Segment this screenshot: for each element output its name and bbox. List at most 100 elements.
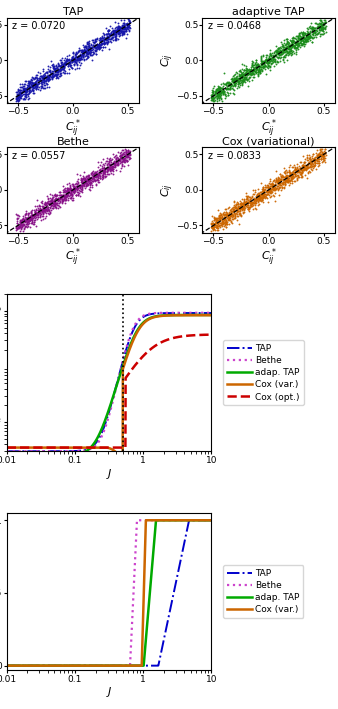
Point: [15, 90, 20, 101]
Point: [275, 46, 281, 57]
Point: [44, 74, 49, 85]
Point: [293, 38, 299, 49]
Point: [265, 184, 271, 195]
Point: [55, 64, 60, 75]
Point: [123, 145, 128, 156]
Point: [311, 22, 316, 33]
Point: [62, 60, 67, 72]
Point: [76, 180, 81, 191]
Point: [30, 73, 36, 84]
Point: [63, 186, 69, 197]
Point: [219, 218, 225, 230]
Point: [227, 87, 232, 99]
Point: [73, 189, 79, 201]
Point: [83, 41, 88, 52]
Point: [72, 185, 78, 196]
Point: [243, 194, 249, 205]
Point: [210, 218, 216, 229]
Point: [99, 171, 105, 182]
Point: [238, 205, 243, 216]
Point: [272, 196, 277, 207]
Point: [235, 199, 241, 210]
Point: [51, 200, 56, 211]
Point: [296, 37, 302, 48]
Point: [80, 47, 86, 58]
Point: [217, 91, 222, 102]
Point: [265, 59, 271, 70]
Point: [211, 89, 217, 101]
Point: [212, 219, 217, 230]
Point: [262, 57, 267, 68]
Point: [274, 172, 279, 184]
Point: [247, 75, 252, 86]
Point: [74, 53, 79, 65]
Point: [228, 81, 234, 92]
Point: [100, 35, 105, 46]
Point: [23, 84, 28, 95]
Point: [261, 188, 266, 199]
Point: [48, 195, 54, 206]
Point: [317, 25, 323, 36]
Point: [300, 160, 306, 171]
Point: [285, 176, 290, 187]
Point: [23, 85, 28, 96]
Point: [317, 147, 323, 158]
Point: [88, 39, 94, 50]
Point: [22, 88, 27, 99]
Point: [236, 69, 242, 81]
Point: [295, 171, 300, 182]
Point: [237, 77, 242, 89]
Point: [76, 54, 82, 65]
Point: [285, 37, 290, 48]
Point: [254, 190, 259, 201]
Point: [29, 81, 34, 92]
Point: [93, 167, 99, 179]
Point: [210, 223, 215, 235]
Point: [216, 81, 221, 92]
Point: [245, 203, 251, 215]
Point: [125, 149, 131, 160]
Point: [77, 182, 82, 193]
Point: [37, 67, 43, 79]
Point: [67, 181, 73, 192]
Point: [235, 208, 240, 220]
Point: [220, 85, 226, 96]
Point: [242, 74, 247, 86]
Point: [109, 164, 115, 175]
Point: [307, 165, 312, 177]
Point: [294, 162, 299, 174]
Point: [288, 169, 293, 180]
Point: [111, 27, 117, 38]
Point: [100, 162, 106, 173]
Point: [265, 179, 271, 191]
Point: [292, 42, 297, 53]
Point: [110, 161, 115, 172]
Point: [279, 38, 285, 50]
Point: [312, 26, 317, 38]
Point: [67, 184, 73, 196]
Point: [51, 198, 56, 209]
Point: [121, 18, 126, 29]
Point: [89, 173, 95, 184]
Point: [228, 79, 234, 90]
Point: [215, 90, 221, 101]
Point: [311, 160, 316, 171]
Point: [262, 189, 268, 200]
Point: [17, 225, 22, 236]
Point: [276, 178, 282, 189]
Point: [296, 29, 301, 40]
Point: [88, 45, 93, 56]
Point: [37, 72, 42, 83]
Point: [300, 150, 306, 162]
Point: [268, 54, 273, 65]
Point: [309, 32, 314, 43]
Point: [240, 74, 245, 85]
Point: [14, 222, 19, 233]
Point: [87, 177, 93, 189]
Point: [256, 191, 261, 202]
Point: [83, 171, 89, 182]
Point: [79, 181, 84, 192]
Point: [315, 155, 321, 167]
Point: [292, 41, 297, 52]
Point: [233, 212, 238, 223]
